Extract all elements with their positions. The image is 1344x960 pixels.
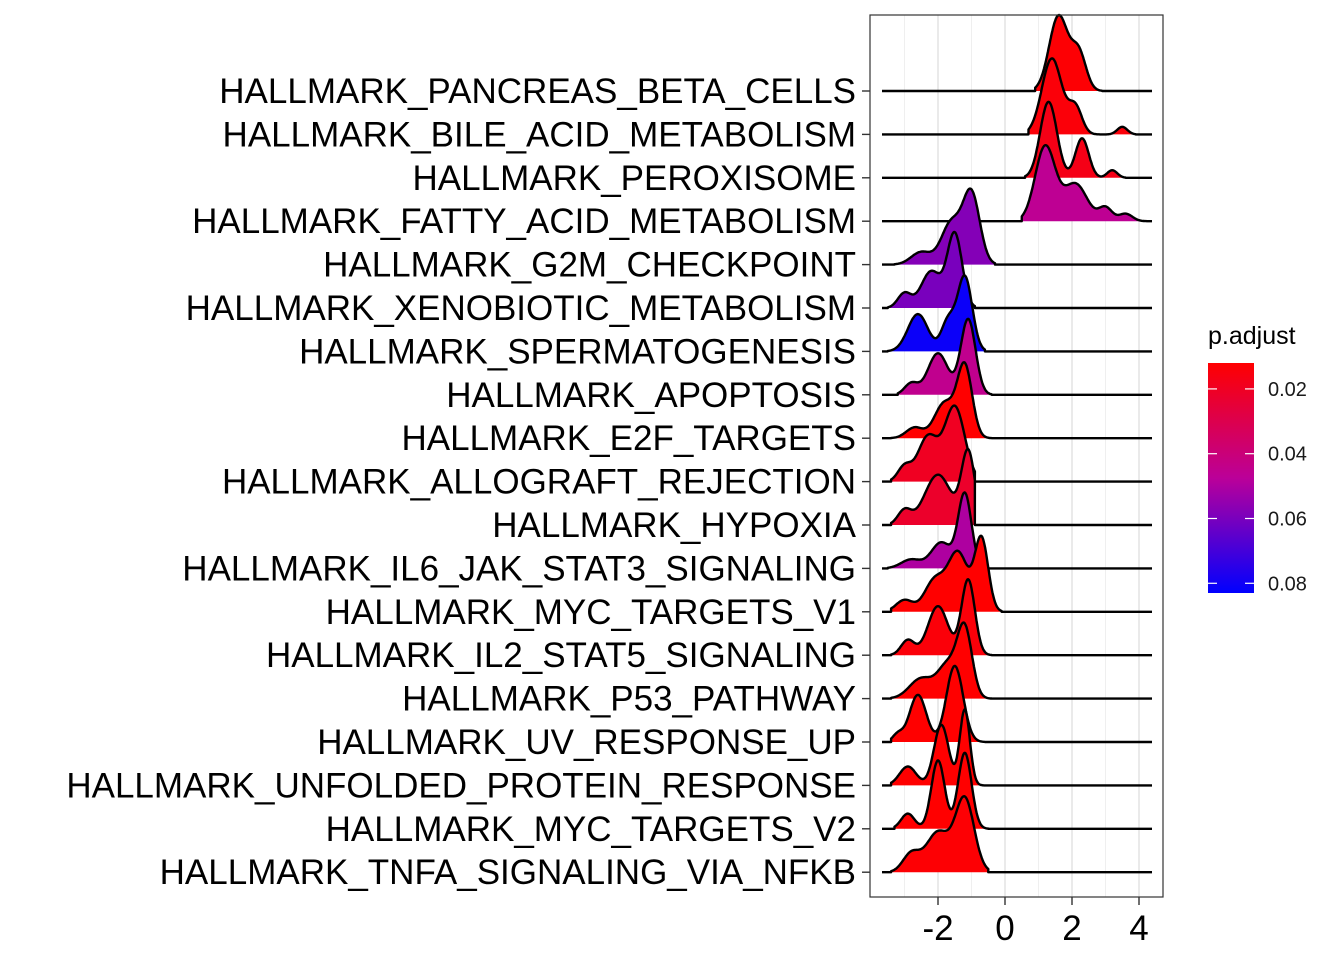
y-tick-label: HALLMARK_XENOBIOTIC_METABOLISM (186, 289, 856, 328)
ridge-fill (1028, 58, 1136, 135)
ridge-fill (887, 275, 985, 352)
ridge-outline (882, 491, 1152, 570)
y-tick-label: HALLMARK_APOPTOSIS (446, 376, 856, 415)
ridge-hallmark-allograft-rejection (882, 404, 1152, 483)
ridge-hallmark-bile-acid-metabolism (882, 57, 1152, 136)
y-tick-label: HALLMARK_HYPOXIA (492, 506, 856, 545)
y-tick-label: HALLMARK_UV_RESPONSE_UP (317, 723, 856, 762)
ridge-fill (887, 232, 975, 308)
y-tick-label: HALLMARK_SPERMATOGENESIS (299, 332, 856, 371)
y-tick-label: HALLMARK_UNFOLDED_PROTEIN_RESPONSE (66, 766, 856, 805)
legend-tick-label: 0.06 (1268, 508, 1307, 530)
ridge-outline (882, 534, 1152, 613)
x-tick-label: 2 (1062, 909, 1081, 948)
ridge-hallmark-il6-jak-stat3-signaling (882, 491, 1152, 570)
ridge-fill (891, 622, 992, 699)
y-tick-label: HALLMARK_IL6_JAK_STAT3_SIGNALING (182, 549, 856, 588)
y-tick-label: HALLMARK_PANCREAS_BETA_CELLS (219, 72, 856, 111)
legend-tick-label: 0.08 (1268, 573, 1307, 595)
plot-panel-border (869, 14, 1164, 898)
y-axis: HALLMARK_PANCREAS_BETA_CELLS HALLMARK_BIL… (66, 72, 870, 892)
ridge-fill (891, 362, 992, 439)
ridge-hallmark-spermatogenesis (882, 274, 1152, 353)
ridge-fill (891, 796, 989, 873)
legend-tick-label: 0.04 (1268, 444, 1307, 466)
ridge-hallmark-myc-targets-v1 (882, 534, 1152, 613)
ridge-fill (891, 405, 975, 482)
ridge-fill (894, 188, 995, 265)
ridge-outline (882, 578, 1152, 657)
ridge-outline (882, 447, 1152, 527)
legend: p.adjust 0.02 0.04 0.06 0.08 (1208, 322, 1307, 595)
legend-tick-label: 0.02 (1268, 379, 1307, 401)
ridge-outline (882, 708, 1152, 787)
legend-colorbar (1208, 363, 1254, 593)
ridge-outline (882, 621, 1152, 700)
ridge-outline (882, 100, 1152, 179)
ridge-outline (882, 274, 1152, 353)
legend-title: p.adjust (1208, 322, 1296, 350)
ridge-outline (882, 230, 1152, 310)
ridge-fill (891, 535, 1002, 612)
ridge-outline (882, 13, 1152, 93)
y-tick-label: HALLMARK_E2F_TARGETS (402, 419, 857, 458)
ridge-outline (882, 144, 1152, 223)
y-tick-label: HALLMARK_MYC_TARGETS_V1 (326, 593, 856, 632)
ridge-outline (882, 751, 1152, 830)
ridge-outline (882, 57, 1152, 136)
ridge-hallmark-tnfa-signaling-via-nfkb (882, 795, 1152, 874)
y-tick-label: HALLMARK_FATTY_ACID_METABOLISM (192, 202, 856, 241)
ridge-outline (882, 187, 1152, 266)
plot-panel (870, 15, 1163, 897)
y-tick-label: HALLMARK_ALLOGRAFT_REJECTION (222, 463, 856, 502)
ridge-outline (882, 317, 1152, 396)
y-tick-label: HALLMARK_TNFA_SIGNALING_VIA_NFKB (160, 853, 856, 892)
ridge-hallmark-g2m-checkpoint (882, 187, 1152, 266)
ridge-hallmark-fatty-acid-metabolism (882, 144, 1152, 223)
y-tick-label: HALLMARK_G2M_CHECKPOINT (323, 246, 856, 285)
y-tick-label: HALLMARK_P53_PATHWAY (402, 680, 856, 719)
y-tick-label: HALLMARK_IL2_STAT5_SIGNALING (266, 636, 856, 675)
ridge-hallmark-hypoxia (882, 447, 1152, 527)
ridge-hallmark-p53-pathway (882, 621, 1152, 700)
x-tick-label: 4 (1129, 909, 1148, 948)
ridge-outline (882, 404, 1152, 483)
ridge-hallmark-xenobiotic-metabolism (882, 230, 1152, 310)
ridge-fill (891, 449, 975, 525)
x-tick-label: -2 (922, 909, 953, 948)
x-tick-label: 0 (995, 909, 1014, 948)
ridge-outline (882, 795, 1152, 874)
x-axis: -2 0 2 4 (922, 897, 1149, 948)
ridge-hallmark-e2f-targets (882, 361, 1152, 440)
y-tick-label: HALLMARK_BILE_ACID_METABOLISM (223, 115, 856, 154)
y-tick-label: HALLMARK_PEROXISOME (413, 159, 856, 198)
y-tick-label: HALLMARK_MYC_TARGETS_V2 (326, 810, 856, 849)
ridge-fill (887, 492, 985, 569)
ridges (882, 13, 1152, 874)
ridge-outline (882, 361, 1152, 440)
